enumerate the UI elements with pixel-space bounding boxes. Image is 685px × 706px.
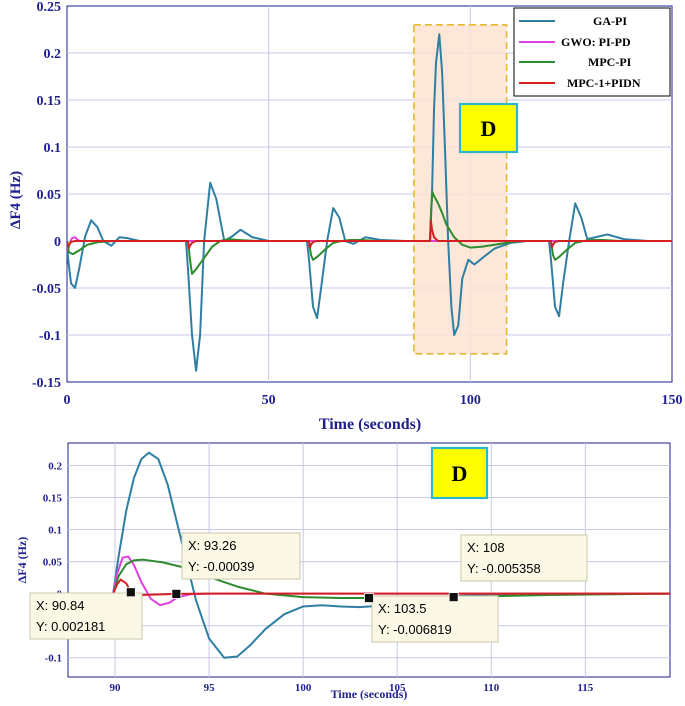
top-annotation-d: D — [458, 102, 519, 154]
y-tick-label: 0.25 — [37, 0, 62, 15]
top-chart: 0 50 100 150 0.25 0.2 0.15 0.1 0.05 0 -0.05 -0.1 -0.… — [8, 0, 683, 433]
x-tick-label: 0 — [64, 393, 71, 408]
bottom-y-axis-label: ΔF4 (Hz) — [15, 537, 29, 584]
datatip-x: X: 108 — [467, 540, 505, 555]
legend-label-ga-pi: GA-PI — [593, 14, 627, 28]
datatip-y: Y: -0.00039 — [188, 559, 255, 574]
datatip-box — [371, 595, 499, 643]
datatip-box — [29, 592, 143, 640]
y-tick-label: 0.2 — [48, 460, 62, 472]
y-tick-label: -0.15 — [32, 376, 61, 391]
datatip-y: Y: -0.006819 — [378, 622, 452, 637]
top-tick-labels: 0 50 100 150 0.25 0.2 0.15 0.1 0.05 0 -0.05 -0.1 -0.… — [32, 0, 683, 408]
series-line-gwo-pi-pd — [68, 555, 670, 607]
datatip-y: Y: 0.002181 — [36, 619, 105, 634]
x-tick-label: 105 — [389, 682, 406, 694]
datatip-x: X: 93.26 — [188, 538, 236, 553]
bottom-x-axis-label: Time (seconds) — [331, 687, 408, 701]
y-tick-label: -0.05 — [32, 282, 61, 297]
datatip-x: X: 103.5 — [378, 601, 426, 616]
legend-box — [513, 7, 671, 97]
datatip-marker[interactable] — [448, 592, 459, 602]
top-x-axis-label: Time (seconds) — [319, 416, 421, 433]
top-series-lines — [67, 33, 672, 372]
x-tick-label: 150 — [662, 393, 683, 408]
y-tick-label: -0.1 — [39, 329, 61, 344]
datatip-y: Y: -0.005358 — [467, 561, 541, 576]
x-tick-label: 95 — [204, 682, 216, 694]
y-tick-label: -0.1 — [45, 653, 62, 665]
x-tick-label: 50 — [262, 393, 276, 408]
y-tick-label: 0.15 — [37, 94, 62, 109]
datatip-box — [460, 534, 588, 582]
x-tick-label: 115 — [577, 682, 593, 694]
datatip-marker[interactable] — [171, 589, 182, 599]
y-tick-label: 0.15 — [43, 492, 63, 504]
legend-label-mpc-pi: MPC-PI — [588, 55, 632, 69]
bottom-chart: 90951001051101150.20.150.10.050-0.05-0.1… — [15, 442, 671, 701]
datatip[interactable]: X: 108 Y: -0.005358 — [448, 534, 588, 602]
annotation-d-box — [430, 446, 489, 500]
top-y-axis-label: ΔF4 (Hz) — [8, 171, 24, 229]
y-tick-label: 0.05 — [43, 556, 63, 568]
y-tick-label: 0.1 — [48, 524, 62, 536]
y-tick-label: 0.1 — [44, 141, 62, 156]
x-tick-label: 90 — [110, 682, 122, 694]
datatip[interactable]: X: 90.84 Y: 0.002181 — [29, 587, 143, 640]
series-line-mpc-1-pidn — [67, 219, 672, 250]
datatip-marker[interactable] — [125, 587, 136, 598]
datatip[interactable]: X: 103.5 Y: -0.006819 — [364, 593, 499, 643]
y-tick-label: 0.05 — [37, 188, 62, 203]
y-tick-label: 0 — [54, 235, 61, 250]
bottom-annotation-d: D — [430, 446, 489, 500]
x-tick-label: 100 — [295, 682, 312, 694]
x-tick-label: 100 — [460, 393, 481, 408]
annotation-d-box — [458, 102, 519, 154]
annotation-d-label: D — [481, 116, 497, 141]
datatip-x: X: 90.84 — [36, 598, 84, 613]
datatip-box — [181, 532, 301, 580]
annotation-d-label: D — [452, 461, 468, 486]
datatip-marker[interactable] — [364, 593, 374, 603]
y-tick-label: 0.2 — [44, 47, 62, 62]
legend-label-mpc-1-pidn: MPC-1+PIDN — [567, 76, 641, 90]
legend: GA-PI GWO: PI-PD MPC-PI MPC-1+PIDN — [513, 7, 671, 97]
x-tick-label: 110 — [483, 682, 499, 694]
datatip[interactable]: X: 93.26 Y: -0.00039 — [171, 532, 301, 599]
legend-label-gwo-pi-pd: GWO: PI-PD — [561, 35, 631, 49]
